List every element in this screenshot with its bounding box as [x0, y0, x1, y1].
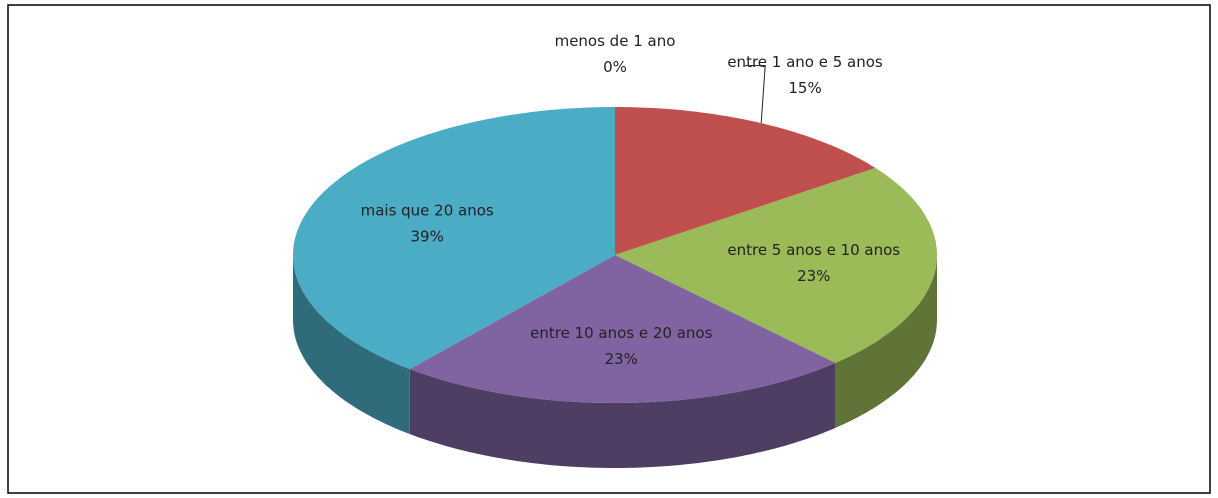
leader-line	[745, 65, 766, 124]
slice-value-label: 15%	[788, 79, 821, 97]
pie-slice	[293, 107, 615, 369]
slice-value-label: 0%	[603, 58, 627, 76]
slice-label: entre 5 anos e 10 anos	[727, 241, 900, 259]
pie-slice	[615, 107, 876, 255]
slice-value-label: 39%	[410, 227, 443, 245]
slice-value-label: 23%	[605, 350, 638, 368]
pie-slice	[615, 168, 937, 363]
slice-label: entre 1 ano e 5 anos	[727, 53, 883, 71]
pie-side	[409, 362, 836, 468]
pie-side	[835, 255, 937, 428]
slice-label: mais que 20 anos	[361, 201, 494, 219]
pie-side	[293, 255, 410, 434]
slice-label: entre 10 anos e 20 anos	[530, 324, 712, 342]
slice-label: menos de 1 ano	[555, 32, 676, 50]
pie-slice	[409, 255, 836, 403]
slice-value-label: 23%	[797, 267, 830, 285]
